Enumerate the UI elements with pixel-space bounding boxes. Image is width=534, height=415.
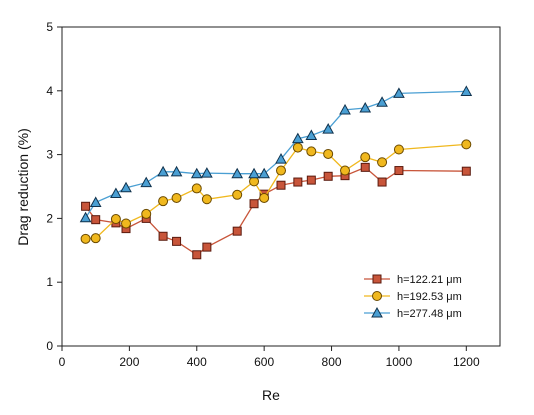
data-point <box>306 146 317 157</box>
data-point <box>292 142 303 153</box>
data-point <box>90 233 101 244</box>
data-point <box>190 167 203 179</box>
data-point <box>249 199 259 209</box>
data-point <box>360 152 371 163</box>
legend: h=122.21 μm h=192.53 μm h=277.48 μm <box>364 274 462 320</box>
data-point <box>460 85 473 96</box>
data-point <box>293 177 303 187</box>
data-point <box>91 215 101 225</box>
y-tick-label: 0 <box>46 339 53 353</box>
y-tick-label: 5 <box>46 20 53 34</box>
legend-marker <box>372 274 382 284</box>
data-point <box>461 166 471 176</box>
data-point <box>276 165 286 176</box>
data-point <box>323 171 333 181</box>
data-point <box>110 187 122 199</box>
data-point <box>305 129 318 140</box>
x-tick-label: 1000 <box>386 355 413 369</box>
data-point <box>394 166 404 176</box>
data-point <box>275 153 287 164</box>
data-point <box>89 196 102 207</box>
x-tick-label: 0 <box>59 355 66 369</box>
data-point <box>121 218 132 229</box>
data-point <box>339 103 351 115</box>
series-circle <box>80 139 472 244</box>
data-point <box>141 208 152 219</box>
series-square <box>81 162 471 260</box>
data-point <box>248 167 260 179</box>
x-tick-label: 200 <box>119 355 139 369</box>
data-point <box>232 226 242 236</box>
data-point <box>323 148 334 159</box>
data-point <box>377 177 387 187</box>
data-point <box>360 162 370 172</box>
data-point <box>192 250 202 260</box>
data-point <box>393 87 405 98</box>
data-point <box>202 242 212 252</box>
y-tick-label: 4 <box>46 84 53 98</box>
data-point <box>377 157 388 168</box>
data-point <box>258 167 271 179</box>
data-point <box>393 144 404 155</box>
data-point <box>191 183 202 194</box>
data-point <box>110 214 121 225</box>
data-point <box>170 165 183 177</box>
y-tick-label: 2 <box>46 211 53 225</box>
data-point <box>291 132 304 144</box>
axes: 0 200 400 600 800 1000 1200 0 1 2 3 4 5 <box>46 20 501 369</box>
x-tick-label: 400 <box>187 355 207 369</box>
legend-label: h=122.21 μm <box>397 274 462 286</box>
data-point <box>249 176 260 187</box>
data-point <box>158 231 168 241</box>
data-point <box>461 139 472 150</box>
data-point <box>359 101 372 113</box>
data-point <box>231 167 244 179</box>
data-point <box>340 165 351 176</box>
data-point <box>201 194 212 205</box>
data-point <box>79 211 92 223</box>
data-point <box>81 201 91 211</box>
data-point <box>172 236 182 246</box>
data-point <box>171 192 182 203</box>
x-tick-label: 1200 <box>453 355 480 369</box>
x-tick-label: 600 <box>254 355 274 369</box>
legend-label: h=192.53 μm <box>397 291 462 303</box>
y-tick-label: 1 <box>46 275 53 289</box>
data-point <box>322 123 335 134</box>
series-layer <box>79 85 473 260</box>
x-tick-label: 800 <box>322 355 342 369</box>
series-line <box>85 143 467 240</box>
plot-frame <box>61 26 501 347</box>
y-axis-label: Drag reduction (%) <box>15 128 31 246</box>
data-point <box>232 189 243 200</box>
data-point <box>276 180 286 190</box>
data-point <box>120 181 132 193</box>
data-point <box>157 165 169 177</box>
data-point <box>158 196 169 207</box>
legend-label: h=277.48 μm <box>397 308 462 320</box>
data-point <box>306 175 316 185</box>
y-tick-label: 3 <box>46 148 53 162</box>
legend-marker <box>372 291 382 301</box>
legend-marker <box>371 306 383 318</box>
series-triangle <box>79 85 473 223</box>
data-point <box>140 176 153 188</box>
data-point <box>201 167 213 178</box>
data-point <box>80 233 91 244</box>
data-point <box>259 192 270 203</box>
series-line <box>85 90 467 219</box>
x-axis-label: Re <box>262 387 280 403</box>
data-point <box>376 96 388 107</box>
